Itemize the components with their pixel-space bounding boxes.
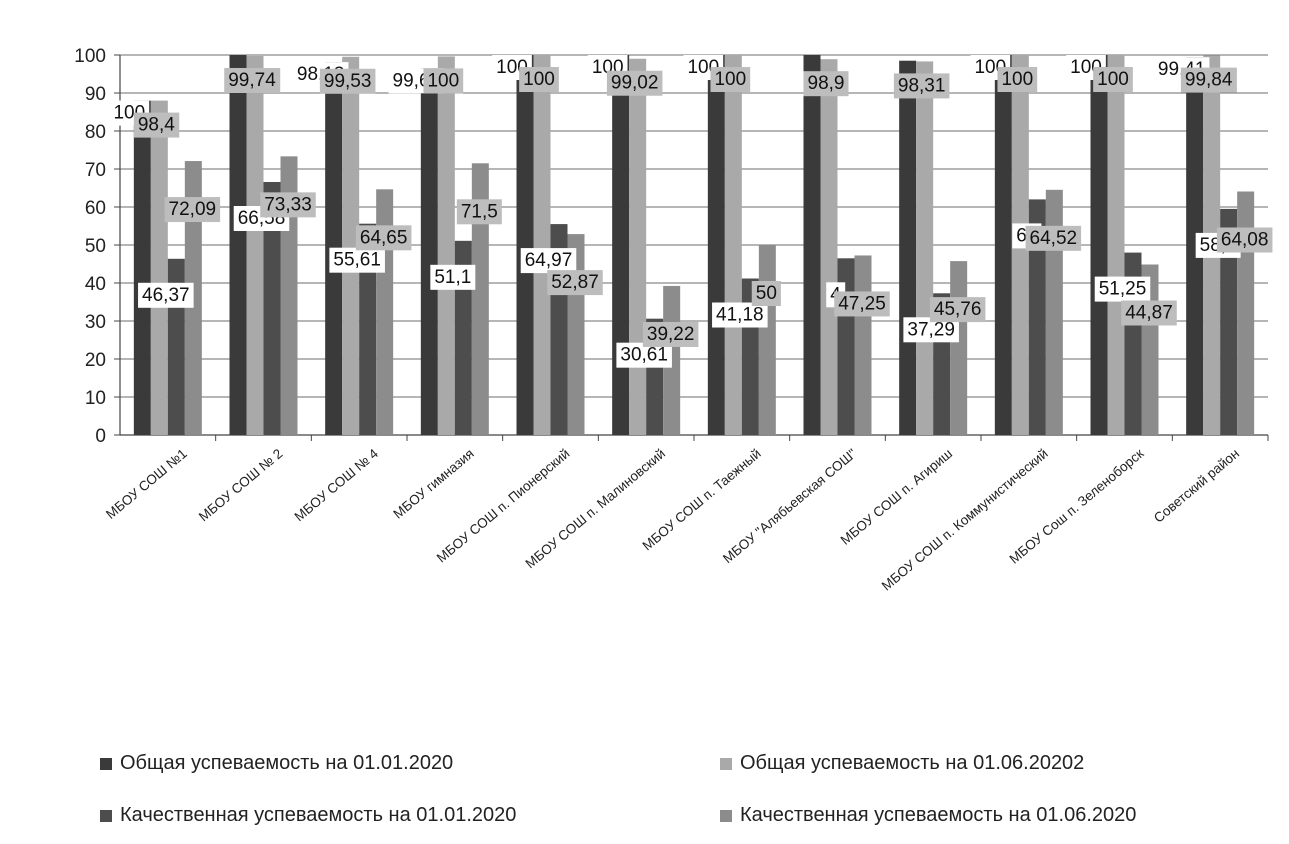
legend-item: Общая успеваемость на 01.06.20202 bbox=[720, 752, 1084, 775]
legend: Общая успеваемость на 01.01.2020 Общая у… bbox=[100, 752, 1260, 842]
data-label: 98,9 bbox=[808, 73, 845, 94]
y-tick-label: 10 bbox=[85, 388, 106, 409]
y-tick-label: 60 bbox=[85, 198, 106, 219]
legend-swatch-series-1 bbox=[100, 758, 112, 770]
y-tick-label: 80 bbox=[85, 122, 106, 143]
x-tick-label: Советский район bbox=[1151, 446, 1242, 526]
bar bbox=[151, 101, 168, 435]
bar bbox=[759, 245, 776, 435]
legend-swatch-series-2 bbox=[720, 758, 732, 770]
data-label: 45,76 bbox=[934, 299, 982, 320]
bar bbox=[1108, 55, 1125, 435]
y-tick-label: 30 bbox=[85, 312, 106, 333]
y-tick-label: 40 bbox=[85, 274, 106, 295]
bar bbox=[855, 255, 872, 435]
data-label: 46,37 bbox=[142, 285, 190, 306]
bar bbox=[534, 55, 551, 435]
bar bbox=[995, 55, 1012, 435]
data-label: 50 bbox=[756, 283, 777, 304]
bar bbox=[247, 56, 264, 435]
data-label: 72,09 bbox=[169, 199, 217, 220]
data-label: 71,5 bbox=[461, 201, 498, 222]
data-label: 100 bbox=[714, 69, 746, 90]
legend-swatch-series-4 bbox=[720, 810, 732, 822]
bar bbox=[950, 261, 967, 435]
data-label: 98,4 bbox=[138, 115, 175, 136]
x-axis-labels: МБОУ СОШ №1 МБОУ СОШ № 2 МБОУ СОШ № 4 МБОУ … bbox=[103, 445, 1242, 593]
legend-label: Качественная успеваемость на 01.06.2020 bbox=[740, 804, 1136, 827]
legend-item: Качественная успеваемость на 01.01.2020 bbox=[100, 804, 516, 827]
y-tick-label: 50 bbox=[85, 236, 106, 257]
data-label: 37,29 bbox=[907, 319, 955, 340]
legend-label: Качественная успеваемость на 01.01.2020 bbox=[120, 804, 516, 827]
bar bbox=[821, 59, 838, 435]
data-label: 51,1 bbox=[434, 267, 471, 288]
bar bbox=[230, 55, 247, 435]
bar bbox=[421, 68, 438, 435]
data-label: 99,84 bbox=[1185, 70, 1233, 91]
bar bbox=[916, 61, 933, 435]
x-tick-label: МБОУ СОШ №1 bbox=[103, 446, 190, 522]
data-label: 47,25 bbox=[838, 293, 886, 314]
bar bbox=[612, 55, 629, 435]
data-label: 99,02 bbox=[611, 73, 659, 94]
y-tick-label: 0 bbox=[95, 426, 106, 447]
legend-label: Общая успеваемость на 01.01.2020 bbox=[120, 752, 453, 775]
data-label: 100 bbox=[1001, 69, 1033, 90]
data-label: 73,33 bbox=[264, 194, 312, 215]
legend-item: Качественная успеваемость на 01.06.2020 bbox=[720, 804, 1136, 827]
bar bbox=[629, 59, 646, 435]
data-label: 99,74 bbox=[228, 70, 276, 91]
data-label: 100 bbox=[523, 69, 555, 90]
x-tick-label: МБОУ СОШ № 2 bbox=[196, 446, 286, 525]
bar bbox=[708, 55, 725, 435]
x-tick-label: МБОУ СОШ п. Коммунистический bbox=[879, 446, 1051, 594]
bar bbox=[804, 55, 821, 435]
bar bbox=[517, 55, 534, 435]
data-label: 100 bbox=[427, 70, 459, 91]
data-label: 64,97 bbox=[525, 250, 573, 271]
data-label: 64,65 bbox=[360, 227, 408, 248]
data-label: 52,87 bbox=[551, 272, 599, 293]
bar bbox=[134, 101, 151, 435]
data-label: 51,25 bbox=[1099, 279, 1147, 300]
legend-item: Общая успеваемость на 01.01.2020 bbox=[100, 752, 453, 775]
data-label: 44,87 bbox=[1125, 302, 1173, 323]
bar bbox=[1091, 55, 1108, 435]
data-label: 98,31 bbox=[898, 75, 946, 96]
bar bbox=[438, 56, 455, 435]
data-label: 99,53 bbox=[324, 71, 372, 92]
data-label: 64,52 bbox=[1030, 228, 1078, 249]
data-label: 30,61 bbox=[620, 345, 668, 366]
data-label: 100 bbox=[1097, 69, 1129, 90]
legend-swatch-series-3 bbox=[100, 810, 112, 822]
y-tick-label: 100 bbox=[74, 46, 106, 67]
bar bbox=[725, 55, 742, 435]
data-label: 64,08 bbox=[1221, 229, 1269, 250]
y-tick-label: 70 bbox=[85, 160, 106, 181]
y-tick-label: 20 bbox=[85, 350, 106, 371]
data-label: 39,22 bbox=[647, 324, 695, 345]
x-tick-label: МБОУ гимназия bbox=[390, 446, 476, 522]
data-label: 55,61 bbox=[333, 250, 381, 271]
y-tick-label: 90 bbox=[85, 84, 106, 105]
bar bbox=[899, 61, 916, 435]
data-label: 41,18 bbox=[716, 305, 764, 326]
legend-label: Общая успеваемость на 01.06.20202 bbox=[740, 752, 1084, 775]
x-tick-label: МБОУ СОШ № 4 bbox=[292, 445, 382, 524]
